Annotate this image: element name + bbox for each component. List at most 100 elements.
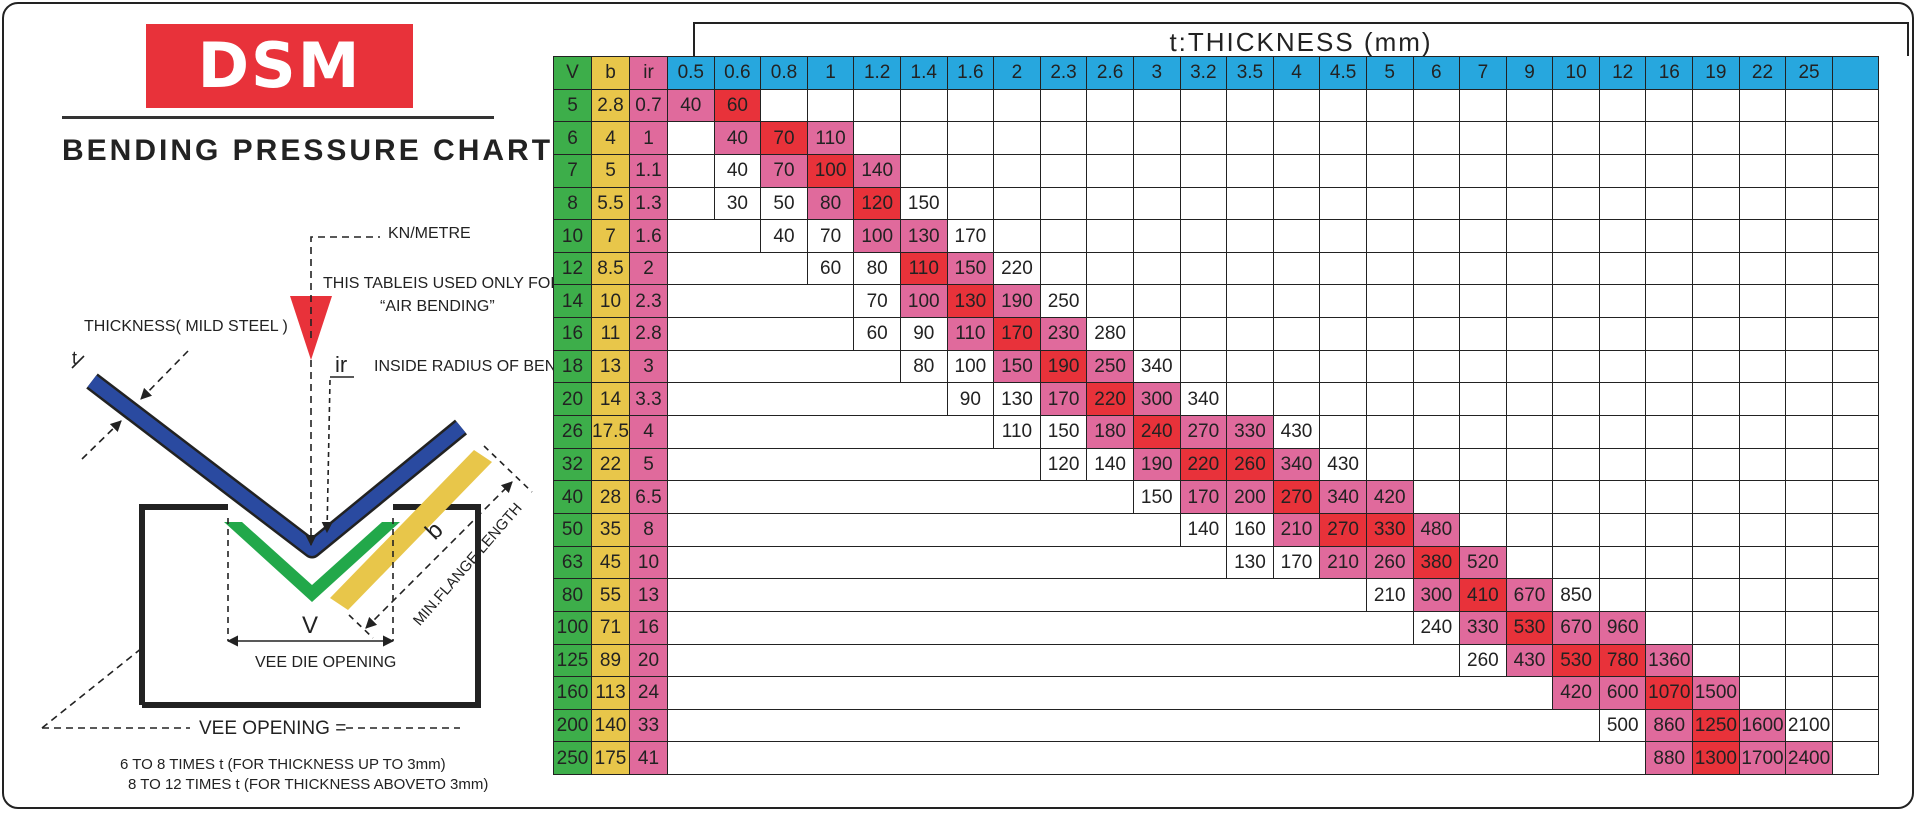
b-cell: 13 <box>591 349 630 384</box>
empty-cell <box>1785 512 1833 547</box>
empty-cell <box>1505 251 1554 286</box>
empty-cell <box>1459 480 1507 514</box>
pressure-cell: 170 <box>993 317 1041 351</box>
empty-cell <box>1086 284 1134 319</box>
pressure-cell: 70 <box>806 219 855 253</box>
empty-cell <box>1552 415 1600 449</box>
empty-cell <box>1319 219 1367 253</box>
empty-cell <box>1039 186 1088 221</box>
empty-cell <box>1505 317 1554 351</box>
pressure-cell: 860 <box>1645 708 1694 743</box>
empty-cell <box>1272 317 1321 351</box>
thickness-header-cell: 10 <box>1552 56 1600 90</box>
empty-cell <box>1365 382 1414 417</box>
empty-cell <box>1086 153 1134 188</box>
pressure-cell: 240 <box>1412 610 1461 645</box>
empty-cell <box>1645 512 1694 547</box>
pressure-cell: 270 <box>1319 512 1367 547</box>
empty-cell <box>1645 545 1694 580</box>
empty-cell <box>1738 284 1787 319</box>
b-cell: 55 <box>591 578 630 612</box>
empty-cell <box>1365 349 1414 384</box>
empty-cell <box>1179 284 1228 319</box>
empty-cell <box>1132 186 1181 221</box>
empty-cell <box>1132 219 1181 253</box>
pressure-cell: 430 <box>1505 643 1554 678</box>
empty-cell <box>1132 121 1181 155</box>
pressure-cell: 110 <box>946 317 995 351</box>
empty-cell <box>1598 447 1647 482</box>
vee-rule-1: 6 TO 8 TIMES t (FOR THICKNESS UP TO 3mm) <box>120 756 446 773</box>
b-cell: 113 <box>591 676 630 710</box>
pressure-cell: 210 <box>1319 545 1367 580</box>
empty-cell <box>1272 88 1321 123</box>
empty-cell <box>1459 186 1507 221</box>
empty-cell <box>1692 121 1740 155</box>
table-row: 5 2.8 0.7 40 60 <box>553 88 1880 123</box>
empty-cell <box>1598 415 1647 449</box>
empty-cell <box>1272 186 1321 221</box>
b-cell: 22 <box>591 447 630 482</box>
empty-cell <box>1831 121 1880 155</box>
v-cell: 18 <box>553 349 592 384</box>
pressure-cell: 1700 <box>1738 741 1787 776</box>
empty-cell <box>1598 153 1647 188</box>
empty-cell <box>1831 480 1880 514</box>
empty-cell <box>1692 610 1740 645</box>
pressure-cell: 60 <box>713 88 762 123</box>
thickness-header-cell: 2.3 <box>1039 56 1088 90</box>
b-cell: 10 <box>591 284 630 319</box>
ir-cell: 41 <box>629 741 668 776</box>
empty-cell <box>1505 284 1554 319</box>
empty-cell <box>1692 545 1740 580</box>
pressure-cell: 160 <box>1226 512 1274 547</box>
empty-cell <box>1412 251 1461 286</box>
empty-cell <box>1412 415 1461 449</box>
pressure-cell: 130 <box>993 382 1041 417</box>
thickness-header-cell: 3.2 <box>1179 56 1228 90</box>
pressure-cell: 430 <box>1272 415 1321 449</box>
empty-cell <box>1785 545 1833 580</box>
empty-cell <box>1598 578 1647 612</box>
pressure-cell: 60 <box>806 251 855 286</box>
empty-cell <box>1039 251 1088 286</box>
empty-cell <box>1831 382 1880 417</box>
pressure-cell: 150 <box>899 186 948 221</box>
table-row: 6 4 1 40 70 110 <box>553 121 1880 155</box>
empty-cell <box>1319 317 1367 351</box>
empty-cell <box>1226 251 1274 286</box>
pressure-cell: 1600 <box>1738 708 1787 743</box>
empty-cell <box>1738 317 1787 351</box>
blank-cell <box>667 382 948 417</box>
empty-cell <box>1086 219 1134 253</box>
empty-cell <box>1692 349 1740 384</box>
thickness-header-cell: 25 <box>1785 56 1833 90</box>
ir-cell: 0.7 <box>629 88 668 123</box>
empty-cell <box>1319 415 1367 449</box>
empty-cell <box>853 88 901 123</box>
empty-cell <box>1272 121 1321 155</box>
empty-cell <box>1645 382 1694 417</box>
pressure-cell: 150 <box>946 251 995 286</box>
pressure-cell: 100 <box>899 284 948 319</box>
v-cell: 5 <box>553 88 592 123</box>
table-row: 250 175 41 880 1300 1700 2400 <box>553 741 1880 776</box>
empty-cell <box>1459 153 1507 188</box>
pressure-cell: 170 <box>1272 545 1321 580</box>
empty-cell <box>1412 480 1461 514</box>
pressure-cell: 380 <box>1412 545 1461 580</box>
empty-cell <box>1738 676 1787 710</box>
empty-cell <box>1692 186 1740 221</box>
empty-cell <box>1645 88 1694 123</box>
pressure-cell: 190 <box>1132 447 1181 482</box>
thickness-header-cell: 4.5 <box>1319 56 1367 90</box>
empty-cell <box>1692 219 1740 253</box>
empty-cell <box>1132 153 1181 188</box>
empty-cell <box>1692 480 1740 514</box>
empty-cell <box>946 121 995 155</box>
blank-cell <box>667 480 1134 514</box>
empty-cell <box>1831 741 1880 776</box>
pressure-cell: 480 <box>1412 512 1461 547</box>
pressure-cell: 100 <box>946 349 995 384</box>
empty-cell <box>1645 251 1694 286</box>
